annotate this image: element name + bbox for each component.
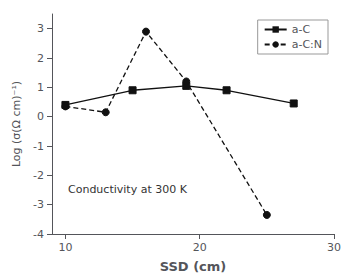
svg-text:20: 20: [193, 241, 207, 254]
svg-text:SSD (cm): SSD (cm): [160, 259, 227, 274]
svg-text:-1: -1: [33, 140, 44, 153]
svg-text:3: 3: [37, 22, 44, 35]
svg-text:-4: -4: [33, 228, 44, 241]
svg-text:-2: -2: [33, 169, 44, 182]
svg-text:a-C:N: a-C:N: [292, 38, 322, 51]
svg-text:Log (σ(Ω cm)⁻¹): Log (σ(Ω cm)⁻¹): [10, 81, 23, 167]
svg-text:a-C: a-C: [292, 23, 311, 36]
svg-text:30: 30: [327, 241, 341, 254]
svg-text:10: 10: [58, 241, 72, 254]
svg-text:1: 1: [37, 81, 44, 94]
svg-text:-3: -3: [33, 198, 44, 211]
svg-text:2: 2: [37, 52, 44, 65]
svg-text:Conductivity at 300 K: Conductivity at 300 K: [68, 183, 188, 196]
svg-text:0: 0: [37, 110, 44, 123]
